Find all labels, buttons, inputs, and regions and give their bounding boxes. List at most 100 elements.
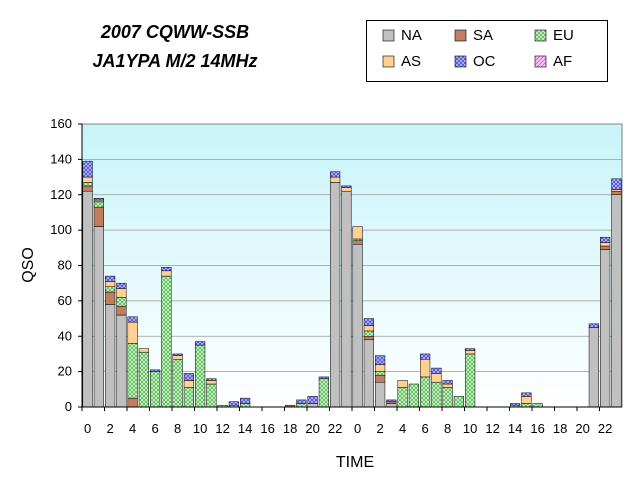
bar-segment-as [431, 373, 442, 383]
bar-segment-eu [183, 387, 194, 408]
bar-segment-eu [420, 376, 431, 408]
legend-label-sa: SA [473, 27, 493, 44]
bar-segment-eu [375, 371, 386, 376]
bar-segment-oc [431, 367, 442, 374]
y-tick-label: 100 [50, 222, 72, 237]
bar-segment-na [611, 194, 622, 408]
bar-segment-as [127, 321, 138, 344]
legend-label-as: AS [401, 53, 421, 70]
bar-segment-as [183, 380, 194, 388]
bar-segment-oc [588, 323, 599, 328]
bar-segment-na [600, 249, 611, 408]
y-tick-label: 140 [50, 151, 72, 166]
bar-segment-as [442, 383, 453, 388]
bar-segment-as [172, 355, 183, 360]
x-tick-label: 16 [260, 421, 274, 436]
bar-segment-eu [532, 403, 543, 408]
bar-segment-oc [183, 373, 194, 381]
x-tick-label: 14 [508, 421, 522, 436]
bar-segment-na [105, 304, 116, 408]
bar-segment-as [521, 396, 532, 404]
x-tick-label: 20 [575, 421, 589, 436]
legend-swatch-sa [454, 29, 467, 42]
bar-segment-eu [116, 297, 127, 307]
bar-segment-oc [307, 396, 318, 404]
bar-segment-oc [296, 399, 307, 404]
bar-segment-oc [105, 275, 116, 282]
bar-segment-oc [386, 399, 397, 402]
x-tick-label: 18 [283, 421, 297, 436]
legend-label-eu: EU [553, 27, 574, 44]
bar-segment-oc [611, 178, 622, 190]
bar-segment-eu [453, 396, 464, 408]
bar-segment-as [93, 199, 104, 203]
x-tick-label: 12 [485, 421, 499, 436]
y-tick-label: 80 [58, 258, 72, 273]
bar-segment-oc [330, 171, 341, 178]
bar-segment-eu [465, 353, 476, 408]
bar-segment-oc [206, 378, 217, 381]
bar-segment-sa [116, 305, 127, 316]
bar-segment-sa [127, 397, 138, 408]
bar-segment-oc [161, 267, 172, 272]
bar-segment-oc [150, 369, 161, 372]
grid-lines [82, 158, 622, 373]
x-tick-label: 8 [444, 421, 451, 436]
bar-segment-sa [352, 240, 363, 245]
bar-segment-eu [93, 201, 104, 208]
bar-segment-eu [206, 383, 217, 408]
bar-segment-eu [138, 351, 149, 408]
chart-title-line-2: JA1YPA M/2 14MHz [92, 51, 258, 71]
x-tick-label: 18 [553, 421, 567, 436]
bar-segment-eu [352, 238, 363, 241]
bar-segment-eu [161, 275, 172, 408]
bar-segment-as [138, 348, 149, 353]
bar-segment-as [600, 242, 611, 247]
bar-segment-eu [521, 403, 532, 408]
bar-segment-oc [228, 401, 239, 406]
bar-segment-na [93, 226, 104, 408]
bar-segment-na [330, 182, 341, 408]
x-tick-label: 4 [399, 421, 406, 436]
bar-segment-eu [82, 182, 93, 187]
legend-swatch-oc [454, 55, 467, 68]
bar-segment-na [341, 190, 352, 408]
x-tick-label: 6 [152, 421, 159, 436]
x-tick-label: 10 [463, 421, 477, 436]
y-tick-label: 160 [50, 116, 72, 131]
bar-segment-as [206, 380, 217, 385]
x-tick-label: 10 [193, 421, 207, 436]
bar-segment-na [307, 403, 318, 408]
x-tick-label: 16 [530, 421, 544, 436]
legend-label-af: AF [553, 53, 572, 70]
bar-segment-oc [341, 185, 352, 188]
bar-segment-eu [408, 383, 419, 408]
bar-segment-na [375, 381, 386, 408]
bar-segment-eu [296, 403, 307, 408]
bar-segment-oc [127, 316, 138, 323]
legend-label-na: NA [401, 27, 422, 44]
bar-segment-oc [442, 380, 453, 385]
y-axis-label: QSO [20, 247, 37, 283]
bar-segment-oc [363, 318, 374, 326]
y-tick-label: 0 [65, 399, 72, 414]
bar-segment-sa [363, 336, 374, 341]
bar-segment-oc [420, 353, 431, 360]
x-tick-label: 2 [107, 421, 114, 436]
bar-segment-oc [240, 397, 251, 404]
bar-segment-as [611, 189, 622, 192]
x-tick-label: 6 [422, 421, 429, 436]
bar-segment-as [82, 176, 93, 183]
x-tick-label: 8 [174, 421, 181, 436]
bar-segment-as [375, 364, 386, 372]
x-tick-label: 14 [238, 421, 252, 436]
bar-segment-oc [318, 376, 329, 379]
y-tick-label: 60 [58, 293, 72, 308]
y-tick-label: 120 [50, 187, 72, 202]
legend-label-oc: OC [473, 53, 496, 70]
bar-segment-eu [105, 286, 116, 293]
bar-segment-eu [318, 378, 329, 408]
x-tick-label: 22 [598, 421, 612, 436]
bar-segment-as [116, 288, 127, 298]
